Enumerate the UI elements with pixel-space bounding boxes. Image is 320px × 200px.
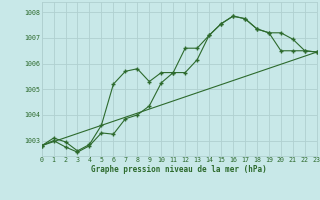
X-axis label: Graphe pression niveau de la mer (hPa): Graphe pression niveau de la mer (hPa) <box>91 165 267 174</box>
